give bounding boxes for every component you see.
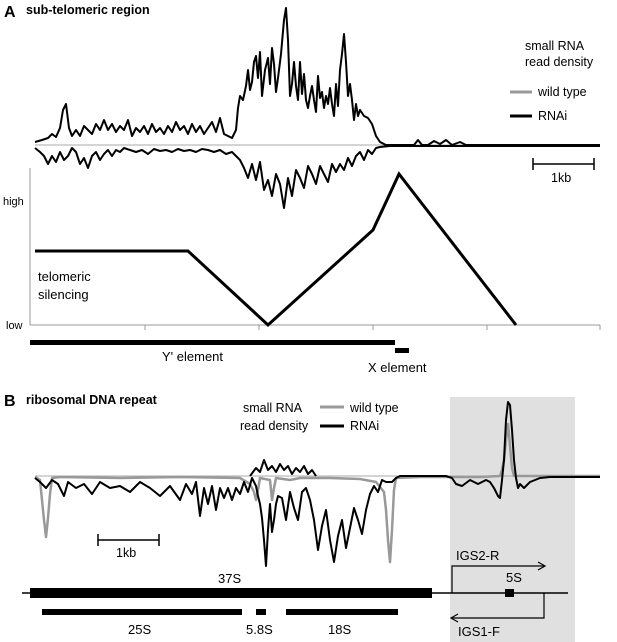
x-element-label: X element <box>368 360 427 375</box>
silencing-y-high-label: high <box>3 196 24 208</box>
panel-b-legend-wildtype-label: wild type <box>349 401 399 415</box>
x-element-bar <box>395 348 409 353</box>
silencing-profile-line <box>35 171 518 328</box>
gene-5s-label: 5S <box>506 570 522 585</box>
igs2r-arrow <box>451 561 547 593</box>
gene-18s-bar <box>286 609 398 615</box>
gene-58s-label: 5.8S <box>246 622 273 637</box>
gene-37s-label: 37S <box>218 571 241 586</box>
panel-b-legend-title-1: small RNA <box>243 401 303 415</box>
panel-b-title: ribosomal DNA repeat <box>26 393 158 407</box>
y-prime-element-bar <box>30 340 395 345</box>
igs1f-arrow <box>449 593 545 623</box>
igs1f-label: IGS1-F <box>458 624 500 639</box>
gene-25s-bar <box>42 609 242 615</box>
silencing-x-ticks <box>144 325 601 330</box>
panel-a-legend-title-1: small RNA <box>525 39 585 53</box>
panel-b-letter: B <box>4 393 16 410</box>
panel-a-letter: A <box>4 4 16 21</box>
panel-a-legend-title-2: read density <box>525 55 594 69</box>
panel-a-scale-bar-label: 1kb <box>551 171 571 185</box>
panel-a-rnai-trace-top <box>34 7 600 146</box>
y-prime-element-label: Y' element <box>162 349 223 364</box>
panel-a-legend-wildtype-label: wild type <box>537 85 587 99</box>
silencing-y-low-label: low <box>6 320 23 332</box>
panel-b-legend-rnai-label: RNAi <box>350 419 379 433</box>
panel-b-scale-bar <box>97 534 160 546</box>
panel-a-rnai-trace-bottom <box>34 145 600 209</box>
gene-58s-bar <box>256 609 266 615</box>
gene-5s-box <box>505 589 514 597</box>
gene-37s-bar <box>30 588 432 598</box>
panel-a-title: sub-telomeric region <box>26 3 150 17</box>
panel-b-legend-title-2: read density <box>240 419 309 433</box>
panel-b-rnai-trace <box>34 401 600 567</box>
silencing-label-2: silencing <box>38 287 89 302</box>
panel-b-rnai-trace-upper <box>249 459 317 477</box>
panel-a-legend-rnai-label: RNAi <box>538 109 567 123</box>
gene-18s-label: 18S <box>328 622 351 637</box>
panel-b-scale-bar-label: 1kb <box>116 546 136 560</box>
panel-a-scale-bar <box>532 158 595 170</box>
igs2r-label: IGS2-R <box>456 548 499 563</box>
gene-25s-label: 25S <box>128 622 151 637</box>
silencing-label-1: telomeric <box>38 269 91 284</box>
